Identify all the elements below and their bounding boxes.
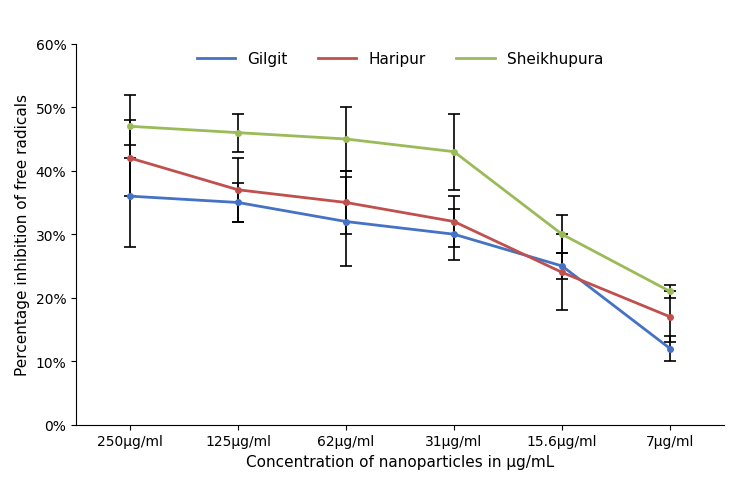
Legend: Gilgit, Haripur, Sheikhupura: Gilgit, Haripur, Sheikhupura	[197, 52, 603, 67]
X-axis label: Concentration of nanoparticles in μg/mL: Concentration of nanoparticles in μg/mL	[246, 454, 554, 469]
Y-axis label: Percentage inhibition of free radicals: Percentage inhibition of free radicals	[15, 94, 30, 376]
